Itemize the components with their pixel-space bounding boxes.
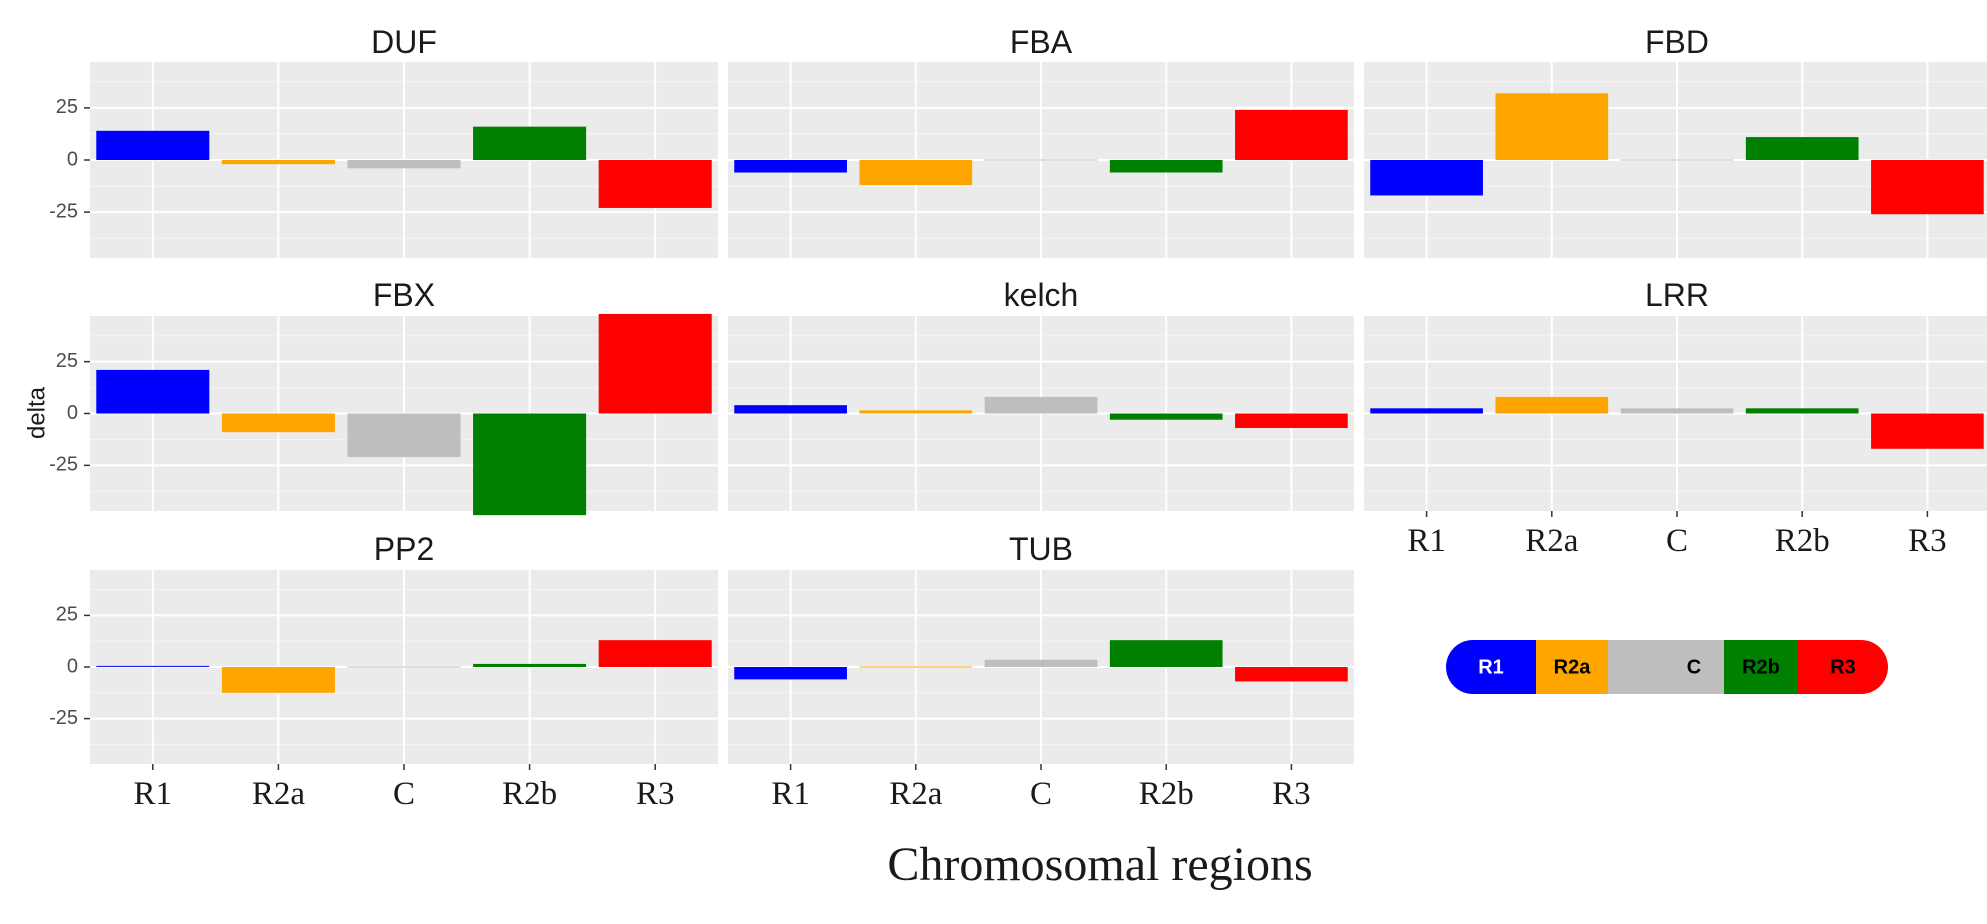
x-tick-label: R2b <box>502 776 557 812</box>
panel-tub: TUB R1: -6 TUB R2a: 0 TUB C: 3.5 TUB R2b: 1… <box>728 531 1354 812</box>
bar-fbx-r3: FBX R3: 48 <box>598 313 712 414</box>
panel-pp2: PP2 R1: 0.3 PP2 R2a: -12.5 PP2 C: 0 PP2 R2b… <box>49 531 718 812</box>
bar-lrr-r2b: LRR R2b: 2.5 <box>1745 408 1859 414</box>
panel-title: FBA <box>1010 24 1073 60</box>
x-tick-label: R1 <box>1407 523 1446 559</box>
bar-kelch-r2a: kelch R2a: 1.5 <box>859 410 973 414</box>
bar-duf-r2b: DUF R2b: 16 <box>473 126 587 160</box>
bar-fbd-r2a: FBD R2a: 32 <box>1495 93 1609 160</box>
y-tick-label: -25 <box>49 707 78 729</box>
bar-fba-r2a: FBA R2a: -12 <box>859 160 973 186</box>
bar-lrr-r3: LRR R3: -17 <box>1871 413 1984 449</box>
y-tick-label: 25 <box>56 96 78 118</box>
y-tick-label: 0 <box>67 655 78 677</box>
panel-fba: FBA R1: -6 FBA R2a: -12 FBA C: 0 FBA R2b: -… <box>728 24 1354 258</box>
bar-lrr-r1: LRR R1: 2.5 <box>1370 408 1483 414</box>
y-axis-label: delta <box>23 386 50 439</box>
bar-fbx-c: FBX C: -21 <box>347 413 461 458</box>
bar-lrr-r2a: LRR R2a: 8 <box>1495 396 1609 414</box>
bar-fbx-r1: FBX R1: 21 <box>96 369 210 414</box>
legend-segment <box>1446 640 1536 694</box>
x-tick-label: R3 <box>1272 776 1311 812</box>
legend-label-r3: R3 <box>1830 656 1856 678</box>
legend-segment <box>1724 640 1798 694</box>
bar-lrr-c: LRR C: 2.5 <box>1620 408 1734 414</box>
bar-tub-r2a: TUB R2a: 0 <box>859 666 973 668</box>
bar-duf-r1: DUF R1: 14 <box>96 130 210 160</box>
panel-fbd: FBD R1: -17 FBD R2a: 32 FBD C: 0 FBD R2b: 1… <box>1364 24 1987 258</box>
x-tick-label: R2a <box>1525 523 1579 559</box>
bar-fbd-c: FBD C: 0 <box>1620 159 1734 161</box>
panel-title: FBX <box>373 277 435 313</box>
panel-lrr: LRR R1: 2.5 LRR R2a: 8 LRR C: 2.5 LRR R2b: … <box>1364 277 1987 559</box>
y-tick-label: 0 <box>67 402 78 424</box>
legend-label-r2b: R2b <box>1742 656 1780 678</box>
legend-segment <box>1798 640 1888 694</box>
legend-label-r2a: R2a <box>1554 656 1592 678</box>
y-tick-label: 0 <box>67 148 78 170</box>
bar-fba-r3: FBA R3: 24 <box>1235 109 1348 160</box>
panel-title: TUB <box>1009 531 1073 567</box>
panel-fbx: FBX R1: 21 FBX R2a: -9 FBX C: -21 FBX R2b: … <box>49 277 718 516</box>
bar-pp2-r2a: PP2 R2a: -12.5 <box>221 667 335 693</box>
bar-fba-c: FBA C: 0 <box>984 159 1098 161</box>
bar-kelch-r2b: kelch R2b: -3 <box>1109 413 1223 420</box>
bar-pp2-c: PP2 C: 0 <box>347 666 461 668</box>
legend-label-c: C <box>1687 656 1701 678</box>
legend-segment <box>1608 640 1664 694</box>
bar-fba-r1: FBA R1: -6 <box>734 160 847 173</box>
bar-kelch-c: kelch C: 8 <box>984 396 1098 414</box>
x-tick-label: R1 <box>134 776 173 812</box>
panel-title: FBD <box>1645 24 1709 60</box>
panel-duf: DUF R1: 14 DUF R2a: -2 DUF C: -4 DUF R2b: 1… <box>49 24 718 258</box>
x-tick-label: R2b <box>1775 523 1830 559</box>
x-tick-label: R2b <box>1139 776 1194 812</box>
y-tick-label: 25 <box>56 350 78 372</box>
bar-pp2-r3: PP2 R3: 13 <box>598 640 712 667</box>
bar-duf-r2a: DUF R2a: -2 <box>221 160 335 165</box>
bar-fbd-r2b: FBD R2b: 11 <box>1745 137 1859 160</box>
x-tick-label: C <box>1666 523 1688 559</box>
x-tick-label: C <box>393 776 415 812</box>
bar-duf-c: DUF C: -4 <box>347 160 461 169</box>
panel-title: kelch <box>1004 277 1079 313</box>
x-tick-label: R2a <box>889 776 943 812</box>
bar-tub-c: TUB C: 3.5 <box>984 659 1098 667</box>
bar-kelch-r1: kelch R1: 4 <box>734 405 847 414</box>
panel-title: DUF <box>371 24 437 60</box>
bar-fba-r2b: FBA R2b: -6 <box>1109 160 1223 173</box>
x-tick-label: R2a <box>252 776 306 812</box>
bar-pp2-r1: PP2 R1: 0.3 <box>96 665 210 667</box>
bar-fbd-r1: FBD R1: -17 <box>1370 160 1483 196</box>
x-tick-label: R1 <box>771 776 810 812</box>
bar-fbx-r2a: FBX R2a: -9 <box>221 413 335 433</box>
bar-fbx-r2b: FBX R2b: -49 <box>473 413 587 516</box>
axis-labels: delta Chromosomal regions <box>23 386 1312 891</box>
legend-label-r1: R1 <box>1478 656 1504 678</box>
bar-tub-r2b: TUB R2b: 13 <box>1109 640 1223 667</box>
y-tick-label: -25 <box>49 454 78 476</box>
legend-segment <box>1664 640 1724 694</box>
bar-kelch-r3: kelch R3: -7 <box>1235 413 1348 429</box>
bar-fbd-r3: FBD R3: -26 <box>1871 160 1984 215</box>
chromosome-legend: R1 R2a C R2b R3 <box>1446 640 1888 694</box>
chart-panels: DUF R1: 14 DUF R2a: -2 DUF C: -4 DUF R2b: 1… <box>49 24 1987 812</box>
panel-kelch: kelch R1: 4 kelch R2a: 1.5 kelch C: 8 kelch… <box>728 277 1354 511</box>
bar-pp2-r2b: PP2 R2b: 1.5 <box>473 663 587 667</box>
bar-tub-r3: TUB R3: -7 <box>1235 667 1348 682</box>
panel-title: LRR <box>1645 277 1709 313</box>
x-tick-label: R3 <box>636 776 675 812</box>
bar-duf-r3: DUF R3: -23 <box>598 160 712 208</box>
x-axis-label: Chromosomal regions <box>887 838 1312 891</box>
legend-segment <box>1536 640 1608 694</box>
panel-title: PP2 <box>374 531 434 567</box>
bar-tub-r1: TUB R1: -6 <box>734 667 847 680</box>
x-tick-label: C <box>1030 776 1052 812</box>
y-tick-label: -25 <box>49 200 78 222</box>
y-tick-label: 25 <box>56 604 78 626</box>
x-tick-label: R3 <box>1908 523 1947 559</box>
